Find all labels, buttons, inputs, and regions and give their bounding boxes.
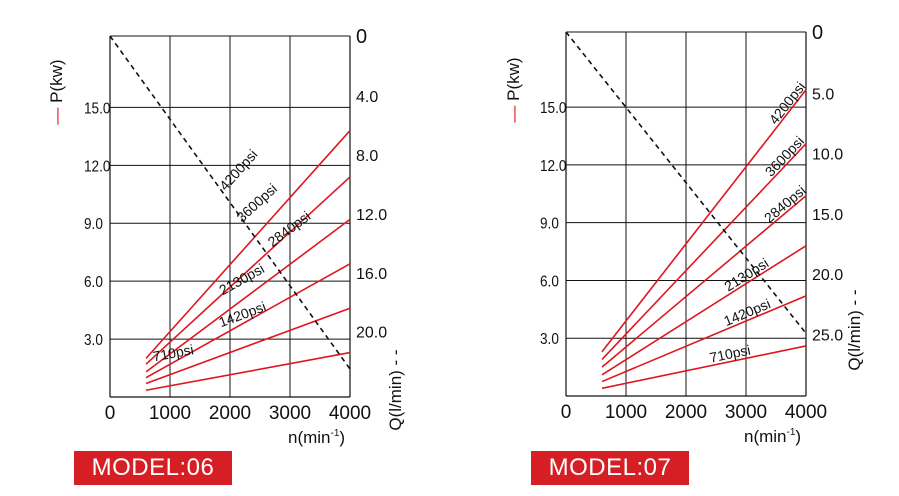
series-label-group: 1420psi <box>721 295 772 329</box>
series-line-flow <box>109 35 351 370</box>
y-right-axis-label: Q(l/min) - - <box>845 289 864 370</box>
series-label-group: 3600psi <box>762 133 807 180</box>
series-label-group: 2840psi <box>761 182 809 226</box>
series-line-710psi <box>601 345 807 390</box>
x-tick-label: 2000 <box>665 402 707 423</box>
series-line-2130psi <box>601 245 807 376</box>
model-07-badge: MODEL:07 <box>531 451 689 485</box>
y-left-tick-label: 15.0 <box>84 100 110 117</box>
series-label-2840psi: 2840psi <box>761 182 809 226</box>
y-left-axis-label-text: — P(kw) <box>504 57 523 122</box>
y-right-tick-label: 0 <box>356 26 367 48</box>
y-left-tick-label: 12.0 <box>84 158 110 175</box>
x-tick-label: 2000 <box>209 403 251 424</box>
y-left-axis-label: — P(kw) <box>504 57 523 122</box>
model-06-badge: MODEL:06 <box>74 451 232 485</box>
y-left-tick-label: 9.0 <box>540 216 559 233</box>
series-line-flow <box>565 31 807 334</box>
y-left-tick-label: 3.0 <box>84 332 103 349</box>
y-left-tick-label: 12.0 <box>540 158 566 175</box>
x-tick-label: 1000 <box>605 402 647 423</box>
y-right-tick-label: 16.0 <box>356 266 387 283</box>
series-line-1420psi <box>601 295 807 383</box>
series-line-4200psi <box>601 89 807 353</box>
y-right-tick-label: 20.0 <box>812 267 843 284</box>
series-label-group: 2840psi <box>265 208 314 250</box>
y-left-tick-label: 15.0 <box>540 100 566 117</box>
x-axis-label: n(min-1) <box>288 428 345 447</box>
y-right-tick-label: 8.0 <box>356 148 378 165</box>
y-right-axis-label: Q(l/min) - - <box>386 349 405 430</box>
y-right-axis-label-text: Q(l/min) - - <box>845 289 864 370</box>
series-label-3600psi: 3600psi <box>233 180 280 225</box>
x-tick-label: 4000 <box>785 402 827 423</box>
y-left-tick-label: 6.0 <box>540 274 559 291</box>
series-line-710psi <box>145 351 351 392</box>
series-label-1420psi: 1420psi <box>721 295 772 329</box>
series-label-group: 710psi <box>151 341 194 364</box>
y-right-tick-label: 20.0 <box>356 325 387 342</box>
series-label-4200psi: 4200psi <box>216 146 261 193</box>
series-line-2840psi <box>601 195 807 368</box>
x-axis-label: n(min-1) <box>744 427 801 446</box>
y-right-tick-label: 10.0 <box>812 147 843 164</box>
series-line-3600psi <box>601 143 807 360</box>
x-tick-label: 0 <box>105 403 116 424</box>
series-label-1420psi: 1420psi <box>216 298 268 330</box>
series-line-3600psi <box>145 176 351 365</box>
y-left-tick-label: 3.0 <box>540 331 559 348</box>
y-right-tick-label: 5.0 <box>812 86 834 103</box>
x-tick-label: 3000 <box>725 402 767 423</box>
y-left-tick-label: 6.0 <box>84 274 103 291</box>
x-tick-label: 3000 <box>269 403 311 424</box>
x-tick-label: 4000 <box>329 403 371 424</box>
x-tick-label: 1000 <box>149 403 191 424</box>
series-label-710psi: 710psi <box>151 341 194 364</box>
series-line-4200psi <box>145 130 351 359</box>
series-line-2130psi <box>145 263 351 379</box>
y-right-axis-label-text: Q(l/min) - - <box>386 349 405 430</box>
series-label-4200psi: 4200psi <box>766 79 809 128</box>
x-tick-label: 0 <box>561 402 572 423</box>
y-right-tick-label: 4.0 <box>356 89 378 106</box>
y-right-tick-label: 0 <box>812 22 823 44</box>
y-left-axis-label: — P(kw) <box>47 59 66 124</box>
y-right-tick-label: 25.0 <box>812 327 843 344</box>
series-label-group: 4200psi <box>766 79 809 128</box>
y-right-tick-label: 15.0 <box>812 207 843 224</box>
y-left-axis-label-text: — P(kw) <box>47 59 66 124</box>
series-label-3600psi: 3600psi <box>762 133 807 180</box>
series-label-2130psi: 2130psi <box>216 260 267 298</box>
y-right-tick-label: 12.0 <box>356 207 387 224</box>
series-label-group: 4200psi <box>216 146 261 193</box>
series-label-group: 1420psi <box>216 298 268 330</box>
y-left-tick-label: 9.0 <box>84 216 103 233</box>
series-line-2840psi <box>145 218 351 373</box>
series-label-group: 3600psi <box>233 180 280 225</box>
series-label-2840psi: 2840psi <box>265 208 314 250</box>
series-label-group: 2130psi <box>216 260 267 298</box>
